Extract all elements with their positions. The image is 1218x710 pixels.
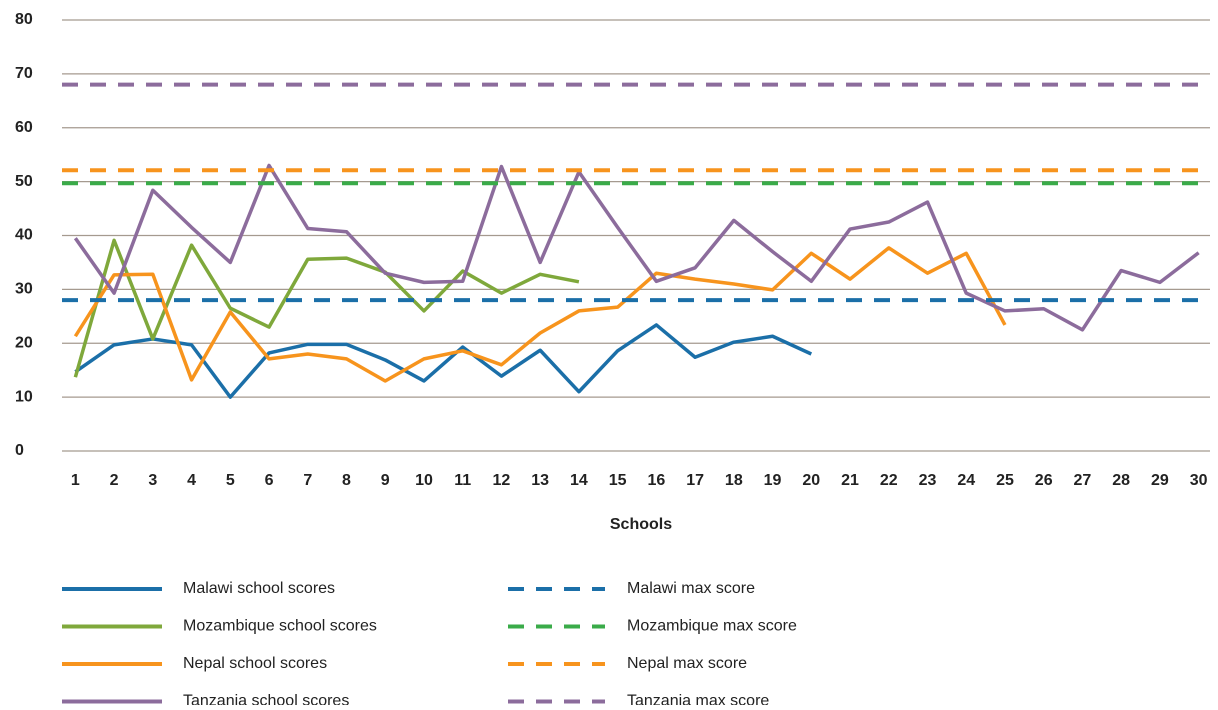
x-tick-label: 29 bbox=[1151, 472, 1169, 489]
x-tick-label: 6 bbox=[265, 472, 274, 489]
legend-label: Mozambique max score bbox=[627, 618, 797, 635]
y-tick-label: 60 bbox=[15, 119, 33, 136]
x-tick-label: 20 bbox=[802, 472, 820, 489]
x-tick-label: 15 bbox=[609, 472, 627, 489]
legend-label: Tanzania max score bbox=[627, 693, 769, 705]
x-tick-label: 9 bbox=[381, 472, 390, 489]
x-tick-label: 30 bbox=[1190, 472, 1208, 489]
legend-label: Nepal max score bbox=[627, 655, 747, 672]
x-tick-label: 28 bbox=[1112, 472, 1130, 489]
x-axis-label: Schools bbox=[610, 516, 672, 533]
x-tick-label: 25 bbox=[996, 472, 1014, 489]
x-tick-label: 2 bbox=[110, 472, 119, 489]
y-tick-label: 80 bbox=[15, 11, 33, 28]
series-line bbox=[74, 323, 813, 399]
x-tick-label: 22 bbox=[880, 472, 898, 489]
x-tick-label: 13 bbox=[531, 472, 549, 489]
legend-label: Malawi max score bbox=[627, 580, 755, 597]
x-tick-label: 8 bbox=[342, 472, 351, 489]
x-tick-label: 14 bbox=[570, 472, 588, 489]
x-tick-label: 21 bbox=[841, 472, 859, 489]
y-tick-label: 70 bbox=[15, 65, 33, 82]
x-tick-label: 27 bbox=[1074, 472, 1092, 489]
y-tick-label: 0 bbox=[15, 442, 24, 459]
x-tick-label: 5 bbox=[226, 472, 235, 489]
legend-label: Malawi school scores bbox=[183, 580, 335, 597]
y-tick-label: 20 bbox=[15, 334, 33, 351]
x-tick-label: 3 bbox=[148, 472, 157, 489]
x-tick-label: 4 bbox=[187, 472, 196, 489]
x-tick-label: 19 bbox=[764, 472, 782, 489]
legend-label: Tanzania school scores bbox=[183, 693, 349, 705]
y-tick-label: 50 bbox=[15, 173, 33, 190]
x-tick-label: 10 bbox=[415, 472, 433, 489]
legend-label: Mozambique school scores bbox=[183, 618, 377, 635]
x-tick-label: 7 bbox=[303, 472, 312, 489]
x-tick-label: 16 bbox=[647, 472, 665, 489]
x-tick-label: 18 bbox=[725, 472, 743, 489]
x-tick-label: 12 bbox=[493, 472, 511, 489]
x-tick-label: 1 bbox=[71, 472, 80, 489]
y-tick-label: 30 bbox=[15, 281, 33, 298]
y-tick-label: 10 bbox=[15, 388, 33, 405]
x-tick-label: 11 bbox=[454, 472, 471, 489]
series-line bbox=[73, 246, 1007, 383]
legend-label: Nepal school scores bbox=[183, 655, 327, 672]
x-tick-label: 24 bbox=[957, 472, 975, 489]
series-line bbox=[73, 238, 580, 378]
x-tick-label: 26 bbox=[1035, 472, 1053, 489]
y-tick-label: 40 bbox=[15, 227, 33, 244]
x-tick-label: 17 bbox=[686, 472, 704, 489]
x-tick-label: 23 bbox=[919, 472, 937, 489]
series-line bbox=[73, 163, 1200, 332]
